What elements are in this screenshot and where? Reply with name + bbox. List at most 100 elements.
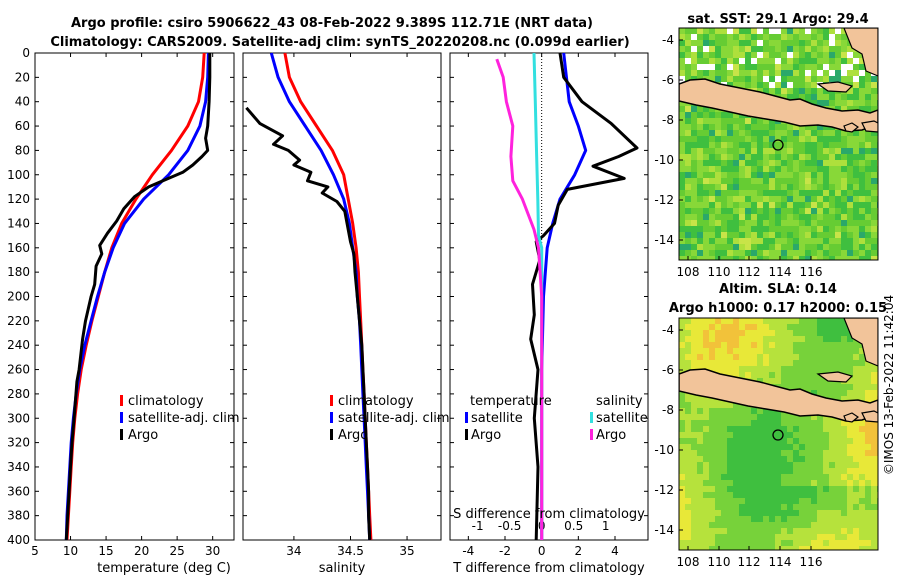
map-cell	[709, 408, 715, 414]
map-cell	[703, 40, 709, 46]
map-cell	[703, 336, 709, 342]
map-cell	[871, 190, 877, 196]
map-cell	[709, 462, 715, 468]
map-cell	[787, 94, 793, 100]
map-cell	[745, 178, 751, 184]
map-cell	[697, 214, 703, 220]
map-cell	[697, 450, 703, 456]
map-cell	[691, 462, 697, 468]
map-cell	[733, 154, 739, 160]
map-cell	[799, 318, 805, 324]
map-cell	[745, 82, 751, 88]
map-cell	[811, 438, 817, 444]
map-cell	[703, 354, 709, 360]
map-cell	[811, 462, 817, 468]
map-cell	[733, 124, 739, 130]
map-cell	[775, 378, 781, 384]
map-cell	[829, 450, 835, 456]
map-cell	[823, 468, 829, 474]
map-cell	[793, 540, 799, 546]
map-cell	[757, 408, 763, 414]
map-cell	[691, 58, 697, 64]
map-cell	[679, 438, 685, 444]
map-cell	[709, 64, 715, 70]
map-cell	[829, 76, 835, 82]
map-cell	[823, 348, 829, 354]
map-cell	[751, 52, 757, 58]
map-cell	[745, 504, 751, 510]
map-cell	[769, 244, 775, 250]
map-cell	[775, 432, 781, 438]
map-cell	[685, 360, 691, 366]
map-cell	[691, 510, 697, 516]
map-cell	[811, 522, 817, 528]
map-cell	[847, 226, 853, 232]
map-cell	[817, 534, 823, 540]
map-cell	[679, 330, 685, 336]
map-cell	[691, 172, 697, 178]
map-cell	[745, 492, 751, 498]
map-cell	[781, 540, 787, 546]
map-cell	[865, 226, 871, 232]
map-cell	[679, 244, 685, 250]
map-cell	[865, 450, 871, 456]
map-cell	[769, 546, 775, 550]
map-cell	[799, 510, 805, 516]
map-cell	[835, 238, 841, 244]
map-cell	[823, 366, 829, 372]
map-cell	[679, 468, 685, 474]
map-cell	[847, 444, 853, 450]
map-cell	[739, 184, 745, 190]
map-cell	[871, 420, 877, 426]
map-cell	[697, 202, 703, 208]
map-cell	[685, 172, 691, 178]
map-cell	[799, 184, 805, 190]
map-cell	[691, 444, 697, 450]
map-cell	[829, 360, 835, 366]
map-cell	[715, 226, 721, 232]
map-cell	[745, 256, 751, 260]
map-cell	[739, 250, 745, 256]
map-cell	[829, 498, 835, 504]
map-cell	[763, 426, 769, 432]
map-cell	[829, 528, 835, 534]
map-cell	[793, 64, 799, 70]
lombok-island	[861, 120, 878, 133]
map-cell	[685, 244, 691, 250]
map-cell	[805, 70, 811, 76]
map-cell	[781, 486, 787, 492]
map-cell	[679, 208, 685, 214]
map-cell	[781, 250, 787, 256]
map-cell	[739, 486, 745, 492]
map-cell	[817, 124, 823, 130]
map-cell	[841, 330, 847, 336]
map-cell	[835, 504, 841, 510]
map-cell	[709, 492, 715, 498]
map-cell	[823, 214, 829, 220]
map-cell	[871, 426, 877, 432]
map-cell	[739, 330, 745, 336]
map-cell	[871, 492, 877, 498]
map-cell	[745, 46, 751, 52]
map-cell	[685, 142, 691, 148]
map-cell	[817, 480, 823, 486]
x-tick-label: 10	[63, 544, 78, 558]
map-cell	[865, 184, 871, 190]
map-cell	[697, 238, 703, 244]
y-tick-label: 400	[7, 533, 30, 547]
map-cell	[745, 474, 751, 480]
map-cell	[679, 250, 685, 256]
map-cell	[727, 516, 733, 522]
map-cell	[811, 378, 817, 384]
map-cell	[733, 178, 739, 184]
map-cell	[739, 444, 745, 450]
map-cell	[757, 342, 763, 348]
map-cell	[679, 58, 685, 64]
map-cell	[703, 426, 709, 432]
map-cell	[715, 474, 721, 480]
map-cell	[751, 480, 757, 486]
map-cell	[757, 498, 763, 504]
map-cell	[775, 196, 781, 202]
map-cell	[775, 142, 781, 148]
legend-swatch-satellite	[120, 412, 123, 423]
